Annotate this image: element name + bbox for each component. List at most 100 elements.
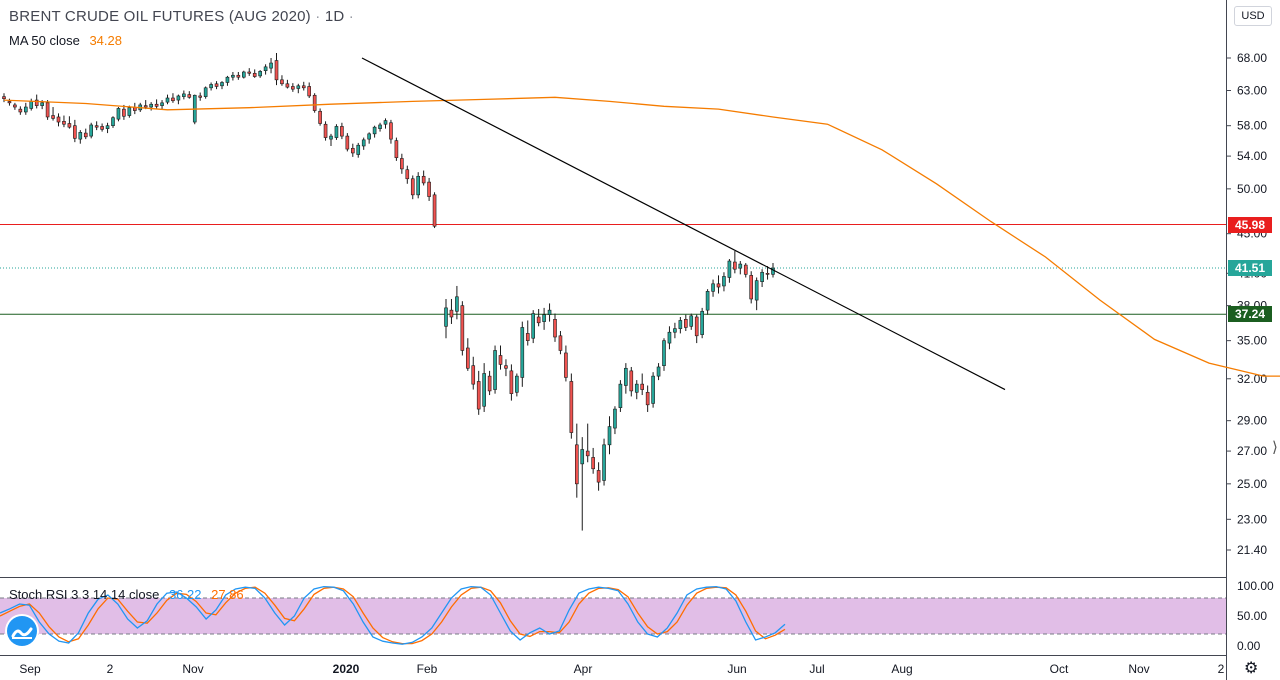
candle-body [133,107,137,111]
time-tick-label: 2020 [333,662,360,676]
candle-body [618,383,623,408]
price-tick-label: 54.00 [1237,149,1267,163]
candle-body [432,194,437,227]
candle-body [749,275,754,300]
candle-body [585,450,590,457]
candle-body [176,95,181,101]
candle-body [18,108,23,113]
candle-body [683,318,688,328]
resistance-price-tag: 45.98 [1228,216,1272,233]
candle-body [596,470,601,483]
candle-body [154,103,159,107]
time-tick-label: Apr [574,662,593,676]
candle-body [624,367,628,386]
stoch-rsi-axis-labels: 100.00 50.00 0.00 [1237,579,1274,653]
candle-body [100,126,104,130]
candle-body [727,260,732,278]
candle-body [482,373,486,407]
candle-body [743,264,748,275]
candle-body [651,375,655,404]
time-tick-label: Nov [182,662,203,676]
candle-body [738,263,743,269]
candle-body [607,426,612,446]
stoch-rsi-tick-label: 100.00 [1237,579,1274,593]
candle-body [94,125,99,128]
candle-body [280,79,284,85]
candle-body [78,132,83,140]
candle-body [122,108,126,117]
candle-body [449,309,454,318]
stoch-rsi-k-line [0,585,786,645]
candle-body [591,457,595,470]
candle-body [509,370,514,394]
title-separator: · [315,8,321,25]
candle-body [165,97,170,103]
candle-body [187,94,192,98]
candle-body [34,99,39,106]
candle-body [209,84,213,89]
candle-body [116,108,121,120]
support-price-tag: 37.24 [1228,306,1272,323]
candle-body [716,283,721,288]
candle-body [111,117,115,126]
candle-body [574,444,579,485]
price-tick-label: 68.00 [1237,51,1267,65]
candle-body [705,291,710,311]
time-tick-label: Jun [727,662,746,676]
price-tick-label: 27.00 [1237,444,1267,458]
candle-body [504,365,508,369]
stoch-rsi-k-value: 36.22 [168,587,202,602]
gear-icon[interactable]: ⚙ [1244,660,1259,677]
price-tick-label: 21.40 [1237,543,1267,557]
candle-body [372,126,377,135]
stoch-rsi-tick-label: 50.00 [1237,609,1267,623]
candle-body [421,175,426,184]
price-tick-label: 63.00 [1237,84,1267,98]
price-tick-label: 25.00 [1237,477,1267,491]
candle-body [455,296,459,312]
time-tick-label: 2 [107,662,114,676]
price-tick-label: 58.00 [1237,119,1267,133]
candle-body [307,86,312,97]
ma-legend-label: MA 50 close [9,33,80,48]
candle-body [182,93,186,97]
candle-body [367,133,371,140]
candle-body [350,147,355,154]
candle-body [383,120,388,125]
time-axis-labels: Sep 2 Nov 2020 Feb Apr Jun Jul Aug Oct Nov 2 [19,662,1224,676]
stoch-rsi-d-value: 27.86 [211,587,244,602]
candle-body [536,316,541,324]
candle-body [263,66,268,72]
candle-body [247,71,252,74]
tradingview-logo-icon[interactable] [7,616,37,646]
candle-body [410,178,415,196]
price-tick-label: 29.00 [1237,414,1267,428]
time-tick-label: Nov [1128,662,1149,676]
time-tick-label: Oct [1050,662,1069,676]
candle-body [127,107,132,116]
trendline[interactable] [361,57,1006,391]
candle-body [73,125,77,139]
candle-body [465,347,470,369]
candle-body [334,126,339,138]
candle-body [143,105,148,108]
candle-body [564,352,568,378]
candle-body [405,169,410,180]
candle-body [40,102,44,106]
candle-body [318,110,322,124]
stoch-rsi-legend[interactable]: Stoch RSI 3 3 14 14 close 36.22 27.86 [9,587,244,602]
candle-body [498,355,503,365]
candle-body [476,381,481,410]
candle-body [231,74,235,78]
candle-body [23,106,28,113]
time-tick-label: Sep [19,662,41,676]
candle-body [525,333,530,341]
stoch-rsi-band [0,598,1226,634]
candle-body [291,86,295,90]
ma-legend[interactable]: MA 50 close 34.28 [9,33,122,48]
candle-body [634,383,639,393]
currency-badge[interactable]: USD [1234,6,1272,26]
candle-body [558,335,563,351]
